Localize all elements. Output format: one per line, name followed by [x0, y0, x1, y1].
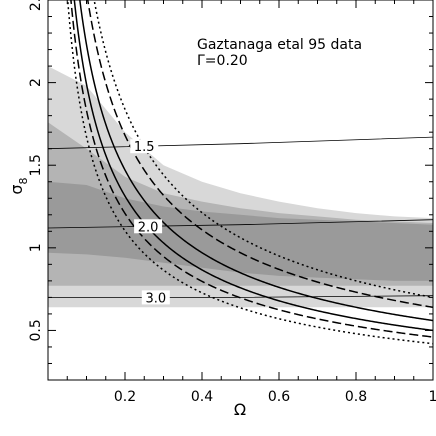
y-tick-label: 1.5	[28, 154, 44, 176]
y-tick-labels: 0.5 1 1.5 2 2.5	[28, 0, 44, 342]
curve-dotted-4	[93, 0, 433, 299]
curve-dotted-5	[66, 0, 433, 345]
y-axis-label-symbol: σ	[7, 184, 26, 194]
chart-subtitle: Γ=0.20	[197, 53, 248, 69]
x-tick-label: 0.8	[345, 389, 367, 405]
x-tick-label: 0.4	[191, 389, 213, 405]
y-axis-label: σ8	[7, 177, 30, 194]
contour-labels: 1.5 2.0 3.0	[130, 139, 170, 306]
chart-title: Gaztanaga etal 95 data	[197, 37, 362, 53]
curve-solid-0	[79, 0, 433, 322]
x-axis-label: Ω	[234, 400, 246, 419]
x-tick-label: 0.6	[268, 389, 290, 405]
svg-text:σ8: σ8	[7, 177, 30, 194]
contour-label-3.0: 3.0	[145, 291, 166, 306]
contour-label-bg-2.0	[134, 219, 163, 234]
contour-label-1.5: 1.5	[134, 140, 155, 155]
band-dark	[48, 181, 433, 281]
contour-line-1.5	[48, 136, 433, 150]
contour-label-2.0: 2.0	[138, 220, 159, 235]
y-tick-label: 1	[28, 243, 44, 252]
x-tick-label: 1	[429, 389, 436, 405]
curve-dashed-3	[70, 0, 433, 338]
contour-label-bg-3.0	[141, 290, 170, 305]
x-tick-labels: 0.2 0.4 0.6 0.8 1	[114, 389, 436, 405]
confidence-bands	[48, 66, 433, 308]
curve-solid-1	[73, 0, 433, 332]
contour-label-bg-1.5	[130, 139, 159, 154]
y-tick-label: 2	[28, 78, 44, 87]
axis-ticks	[48, 0, 434, 380]
y-tick-label: 2.5	[28, 0, 44, 11]
y-axis-label-subscript: 8	[17, 177, 30, 184]
sigma8-curves	[66, 0, 433, 345]
curve-dashed-2	[86, 0, 433, 309]
contour-line-2.0	[48, 219, 433, 229]
y-tick-label: 0.5	[28, 319, 44, 341]
x-tick-label: 0.2	[114, 389, 136, 405]
